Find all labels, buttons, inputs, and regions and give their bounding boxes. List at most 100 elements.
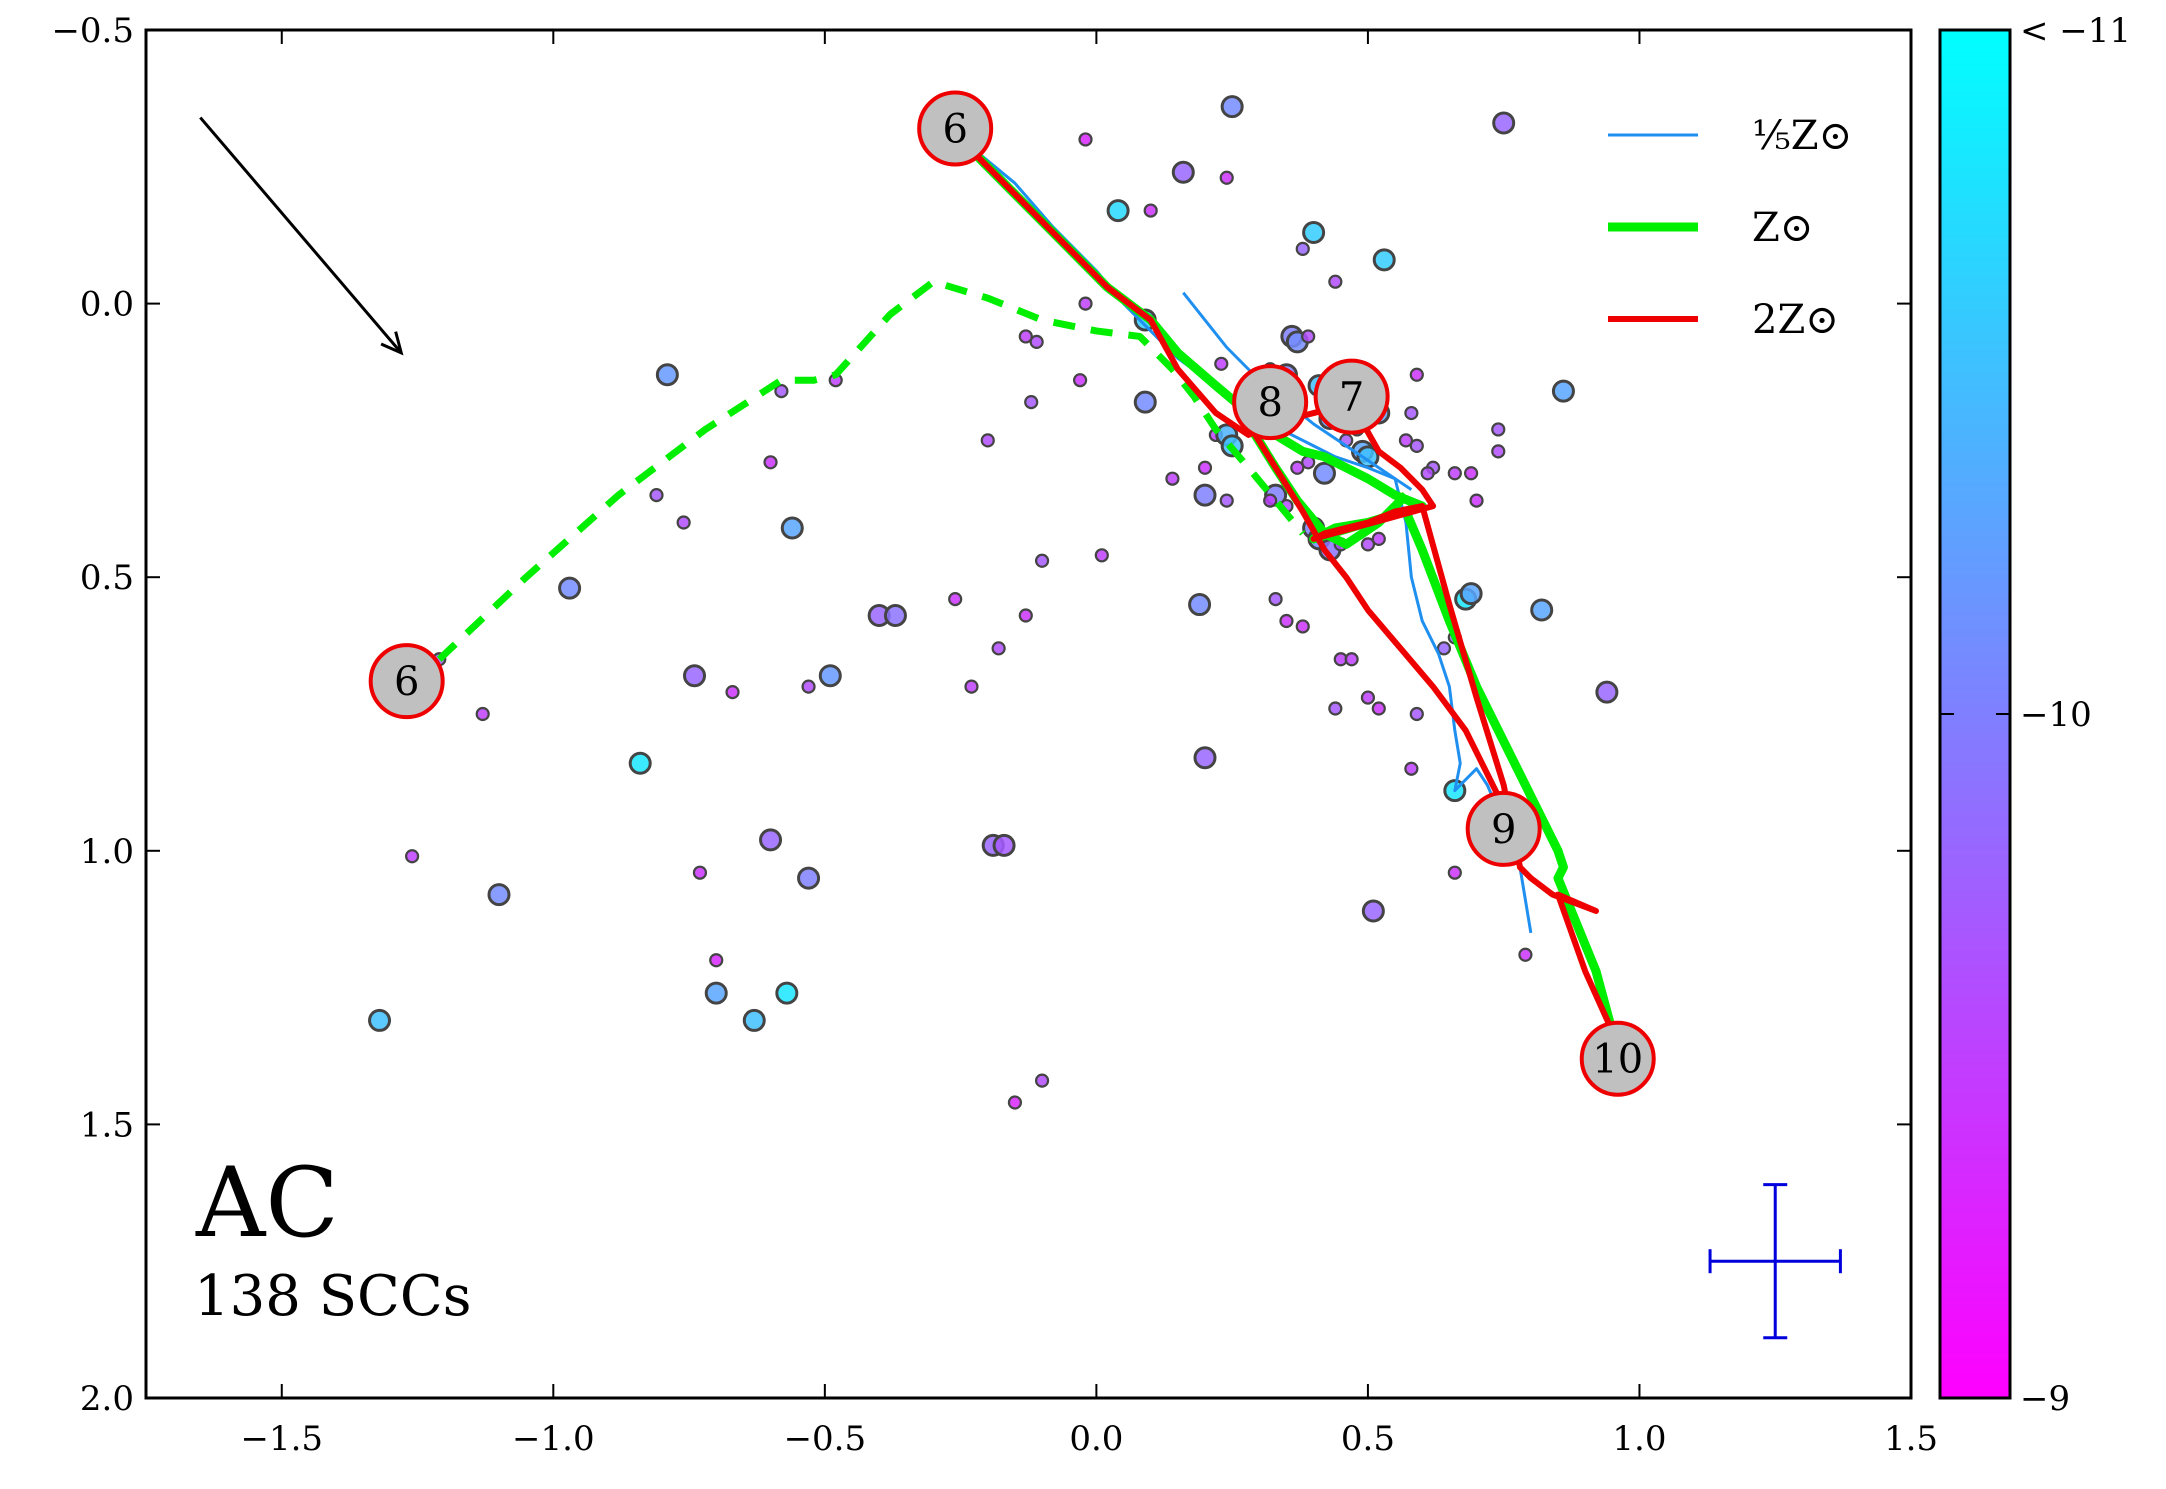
scatter-point — [1409, 706, 1424, 722]
plot-area — [144, 28, 1913, 1400]
scatter-point — [1312, 461, 1336, 485]
scatter-point — [1018, 608, 1033, 623]
scatter-point — [676, 515, 691, 530]
scatter-point — [742, 1008, 766, 1032]
mass-markers: 6 6 8 7 9 10 — [368, 90, 1656, 1097]
scatter-point — [1447, 466, 1462, 481]
scatter-point — [1072, 373, 1088, 388]
arrow-line — [199, 116, 403, 354]
scatter-point — [883, 604, 907, 628]
scatter-point — [704, 981, 728, 1005]
scatter-point — [649, 488, 664, 503]
scatter-point — [1398, 433, 1414, 448]
scatter-point — [1404, 761, 1419, 776]
track-lines — [436, 130, 1617, 1033]
y-tick-label: 2.0 — [80, 1379, 134, 1419]
scatter-point — [1268, 591, 1283, 607]
scatter-point — [487, 883, 511, 907]
scatter-point — [405, 849, 420, 864]
scatter-point — [1024, 394, 1039, 410]
scatter-point — [1361, 899, 1385, 923]
scatter-point — [1492, 111, 1516, 135]
scatter-points — [368, 95, 1619, 1110]
scatter-point — [655, 363, 679, 387]
y-tick-label: 1.5 — [80, 1105, 134, 1145]
x-tick-label: 0.0 — [1069, 1419, 1123, 1459]
chart-title: AC — [195, 1147, 339, 1259]
scatter-point — [1447, 865, 1462, 880]
scatter-point — [1409, 438, 1424, 453]
scatter-point — [1219, 493, 1234, 508]
scatter-point — [1106, 199, 1130, 223]
x-tick-label: 1.5 — [1884, 1419, 1938, 1459]
colorbar-ticks: < −11 −10 −9 — [1940, 11, 2131, 1419]
track-line — [953, 131, 1616, 1033]
scatter-point — [801, 679, 816, 694]
chart-subtitle: 138 SCCs — [194, 1264, 471, 1329]
scatter-point — [1219, 170, 1234, 185]
scatter-point — [1034, 553, 1050, 568]
mass-marker — [1232, 364, 1309, 441]
scatter-point — [797, 866, 821, 890]
scatter-point — [991, 641, 1006, 656]
scatter-point — [1193, 746, 1217, 770]
colorbar-tick-label: −9 — [2020, 1379, 2070, 1419]
scatter-point — [1188, 593, 1212, 617]
scatter-point — [759, 828, 783, 852]
scatter-point — [1165, 471, 1180, 486]
scatter-point — [1290, 460, 1305, 475]
scatter-point — [1094, 548, 1109, 563]
colorbar-tick-label: < −11 — [2020, 11, 2131, 51]
scatter-point — [1595, 680, 1619, 704]
y-tick-label: −0.5 — [51, 11, 134, 51]
mass-marker-label: 6 — [394, 659, 419, 705]
legend-label: ⅕Z⊙ — [1752, 113, 1852, 159]
scatter-point — [818, 664, 842, 688]
scatter-point — [1263, 493, 1278, 508]
scatter-point — [1409, 367, 1424, 382]
scatter-point — [475, 706, 490, 722]
scatter-point — [1078, 296, 1093, 311]
scatter-point — [1360, 690, 1376, 705]
mass-marker — [368, 643, 445, 720]
scatter-point — [1371, 531, 1386, 546]
x-tick-label: −1.5 — [240, 1419, 323, 1459]
scatter-point — [1372, 248, 1396, 272]
mass-marker — [1313, 358, 1390, 435]
mass-marker-label: 7 — [1339, 375, 1364, 421]
x-tick-label: 1.0 — [1612, 1419, 1666, 1459]
mass-marker — [1579, 1020, 1656, 1097]
scatter-point — [1464, 466, 1479, 481]
track-line — [1245, 422, 1501, 798]
scatter-point — [1295, 619, 1310, 634]
scatter-point — [1530, 598, 1554, 622]
y-tick-label: 0.5 — [80, 558, 134, 598]
scatter-point — [1360, 537, 1376, 552]
scatter-point — [1371, 701, 1386, 716]
scatter-point — [1193, 483, 1217, 507]
mass-marker-label: 8 — [1257, 380, 1282, 426]
scatter-point — [1491, 444, 1506, 459]
scatter-point — [780, 516, 804, 540]
scatter-point — [1018, 329, 1033, 344]
scatter-point — [1302, 220, 1326, 244]
mass-marker-label: 6 — [942, 106, 967, 152]
x-tick-label: −0.5 — [784, 1419, 867, 1459]
scatter-point — [1344, 652, 1359, 667]
scatter-point — [1133, 390, 1157, 414]
scatter-point — [1295, 241, 1310, 256]
legend-label: Z⊙ — [1752, 205, 1813, 251]
scatter-point — [1171, 160, 1195, 184]
scatter-point — [1328, 701, 1343, 716]
scatter-point — [948, 591, 963, 607]
legend-label: 2Z⊙ — [1752, 297, 1839, 343]
scatter-point — [1518, 947, 1533, 962]
scatter-point — [692, 865, 708, 880]
scatter-point — [725, 685, 740, 700]
scatter-point — [1034, 1073, 1050, 1088]
scatter-point — [368, 1008, 392, 1032]
x-tick-label: 0.5 — [1341, 1419, 1395, 1459]
scatter-point — [1143, 203, 1158, 218]
colorbar-tick-label: −10 — [2020, 695, 2092, 735]
